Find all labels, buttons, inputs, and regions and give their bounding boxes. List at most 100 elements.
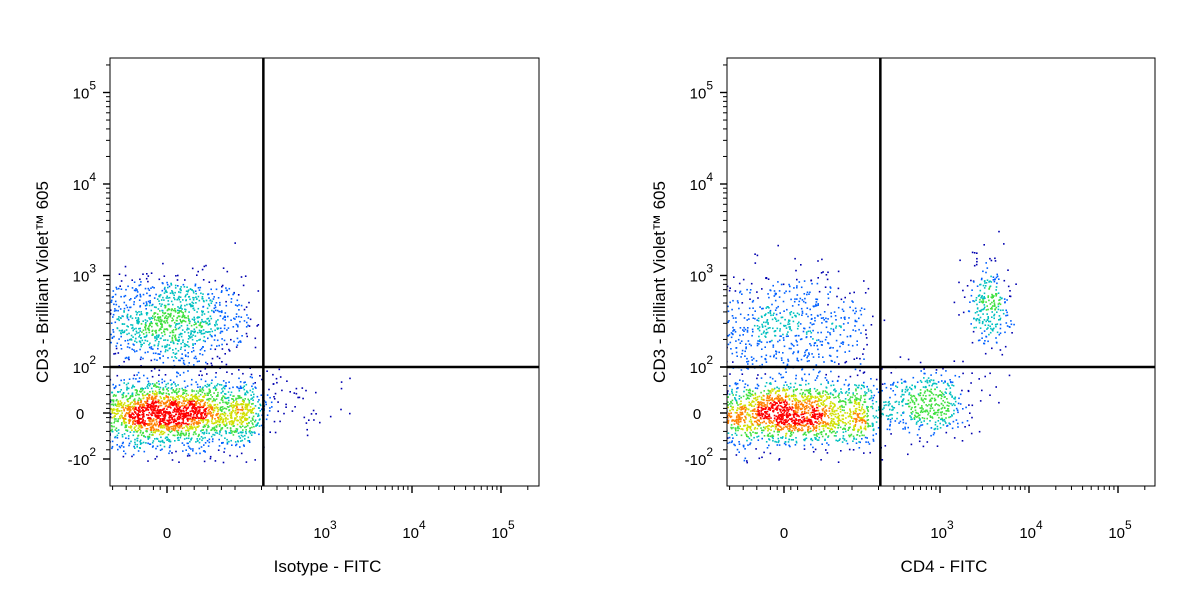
event-dot xyxy=(95,310,97,312)
event-dot xyxy=(206,412,208,415)
event-dot xyxy=(226,329,228,331)
event-dot xyxy=(187,401,189,404)
event-dot xyxy=(107,315,109,317)
event-dot xyxy=(94,418,96,420)
event-dot xyxy=(715,402,717,404)
event-dot xyxy=(139,348,141,351)
event-dot xyxy=(1006,325,1009,327)
event-dot xyxy=(239,425,241,428)
event-dot xyxy=(153,392,156,395)
event-dot xyxy=(236,406,238,408)
event-dot xyxy=(237,419,240,422)
event-dot xyxy=(217,391,219,394)
event-dot xyxy=(92,432,94,434)
event-dot xyxy=(127,398,130,400)
event-dot xyxy=(138,284,140,287)
event-dot xyxy=(712,390,714,392)
event-dot xyxy=(244,434,246,437)
event-dot xyxy=(241,403,244,405)
event-dot xyxy=(121,329,124,332)
event-dot xyxy=(132,329,134,332)
event-dot xyxy=(145,442,147,444)
event-dot xyxy=(163,411,166,414)
event-dot xyxy=(1010,320,1012,322)
event-dot xyxy=(239,446,241,448)
event-dot xyxy=(146,414,148,416)
event-dot xyxy=(212,438,214,440)
event-dot xyxy=(125,304,128,307)
event-dot xyxy=(749,291,751,294)
event-dot xyxy=(722,401,724,403)
event-dot xyxy=(226,403,229,405)
event-dot xyxy=(183,414,186,416)
event-dot xyxy=(106,319,108,321)
event-dot xyxy=(810,344,812,347)
event-dot xyxy=(848,350,851,352)
event-dot xyxy=(190,410,193,412)
event-dot xyxy=(132,384,134,387)
event-dot xyxy=(179,296,182,298)
event-dot xyxy=(165,349,167,351)
event-dot xyxy=(742,445,745,448)
event-dot xyxy=(180,357,183,360)
event-dot xyxy=(139,421,142,424)
event-dot xyxy=(146,320,149,322)
event-dot xyxy=(714,425,716,427)
event-dot xyxy=(200,389,202,392)
event-dot xyxy=(722,423,724,425)
event-dot xyxy=(171,356,173,358)
event-dot xyxy=(113,394,115,396)
event-dot xyxy=(989,394,991,396)
event-dot xyxy=(214,428,216,431)
event-dot xyxy=(101,424,103,426)
event-dot xyxy=(137,419,139,422)
event-dot xyxy=(126,400,129,402)
event-dot xyxy=(936,445,939,447)
event-dot xyxy=(312,409,315,412)
event-dot xyxy=(816,298,819,301)
event-dot xyxy=(965,406,967,409)
event-dot xyxy=(138,422,140,425)
event-dot xyxy=(847,322,849,324)
event-dot xyxy=(248,301,250,304)
event-dot xyxy=(98,328,100,330)
event-dot xyxy=(137,322,139,325)
event-dot xyxy=(785,290,787,293)
event-dot xyxy=(310,413,313,415)
event-dot xyxy=(731,352,734,355)
event-dot xyxy=(231,432,233,434)
event-dot xyxy=(123,307,126,310)
event-dot xyxy=(244,404,247,407)
event-dot xyxy=(858,328,860,331)
event-dot xyxy=(147,380,150,383)
event-dot xyxy=(273,420,276,423)
event-dot xyxy=(180,320,182,323)
event-dot xyxy=(182,339,184,341)
event-dot xyxy=(175,347,177,350)
event-dot xyxy=(789,285,791,288)
event-dot xyxy=(201,429,203,431)
event-dot xyxy=(246,407,248,409)
event-dot xyxy=(859,309,862,312)
event-dot xyxy=(130,415,132,418)
event-dot xyxy=(750,344,752,347)
event-dot xyxy=(92,403,94,405)
event-dot xyxy=(1011,332,1013,334)
event-dot xyxy=(231,422,234,425)
event-dot xyxy=(238,390,241,392)
event-dot xyxy=(165,297,168,299)
event-dot xyxy=(95,424,97,426)
event-dot xyxy=(161,324,163,327)
event-dot xyxy=(217,412,219,415)
event-dot xyxy=(881,459,884,461)
event-dot xyxy=(714,334,716,336)
event-dot xyxy=(175,395,178,398)
event-dot xyxy=(219,408,222,410)
event-dot xyxy=(700,378,702,380)
event-dot xyxy=(177,350,180,352)
event-dot xyxy=(135,378,137,380)
event-dot xyxy=(249,406,252,408)
event-dot xyxy=(147,435,149,438)
event-dot xyxy=(186,442,189,445)
event-dot xyxy=(156,298,159,300)
